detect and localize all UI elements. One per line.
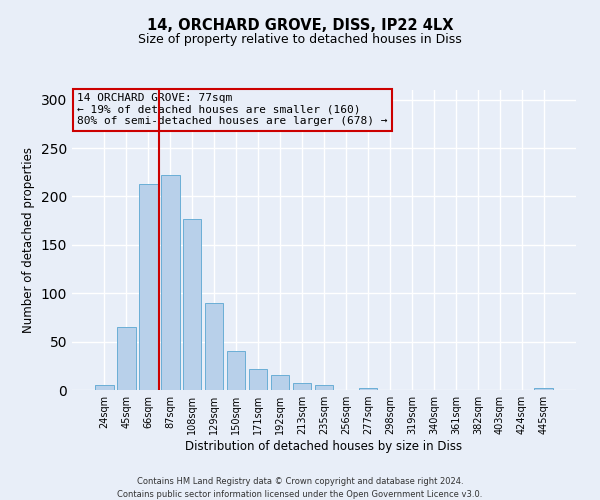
- Bar: [95, 385, 113, 390]
- Text: 14 ORCHARD GROVE: 77sqm
← 19% of detached houses are smaller (160)
80% of semi-d: 14 ORCHARD GROVE: 77sqm ← 19% of detache…: [77, 93, 388, 126]
- Bar: [314, 385, 334, 390]
- Bar: [249, 368, 268, 390]
- Text: Contains HM Land Registry data © Crown copyright and database right 2024.: Contains HM Land Registry data © Crown c…: [137, 478, 463, 486]
- Bar: [117, 327, 136, 390]
- X-axis label: Distribution of detached houses by size in Diss: Distribution of detached houses by size …: [185, 440, 463, 453]
- Y-axis label: Number of detached properties: Number of detached properties: [22, 147, 35, 333]
- Bar: [227, 352, 245, 390]
- Text: Size of property relative to detached houses in Diss: Size of property relative to detached ho…: [138, 32, 462, 46]
- Text: Contains public sector information licensed under the Open Government Licence v3: Contains public sector information licen…: [118, 490, 482, 499]
- Bar: [183, 218, 202, 390]
- Bar: [359, 388, 377, 390]
- Bar: [535, 388, 553, 390]
- Bar: [161, 175, 179, 390]
- Bar: [139, 184, 158, 390]
- Bar: [271, 376, 289, 390]
- Bar: [205, 303, 223, 390]
- Text: 14, ORCHARD GROVE, DISS, IP22 4LX: 14, ORCHARD GROVE, DISS, IP22 4LX: [147, 18, 453, 32]
- Bar: [293, 383, 311, 390]
